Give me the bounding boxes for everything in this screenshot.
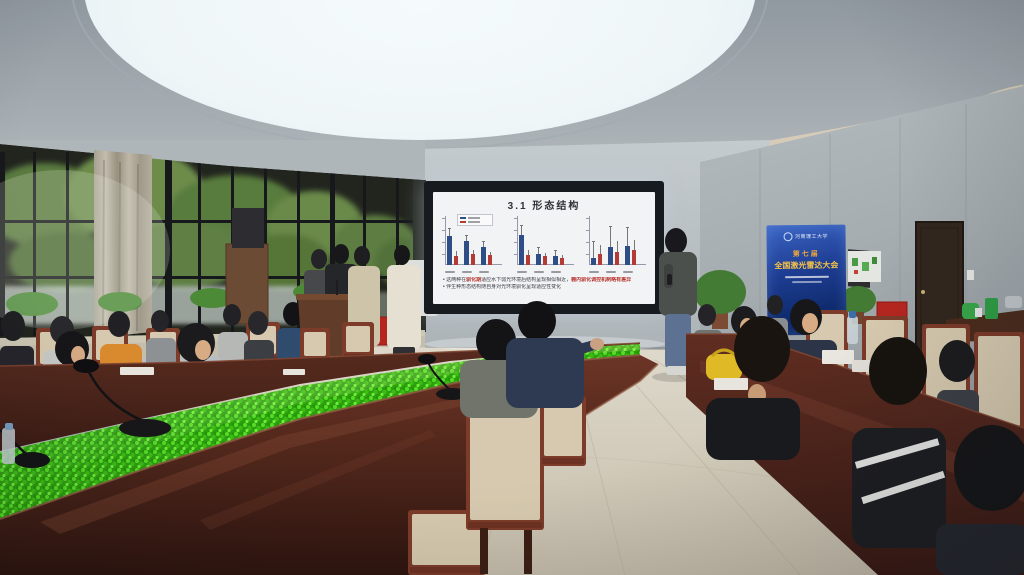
- attendee-head: [177, 323, 215, 363]
- foreground-attendee-head: [869, 337, 927, 405]
- paper: [120, 367, 154, 375]
- attendee-head: [698, 304, 716, 326]
- wooden-chair: [974, 332, 1024, 436]
- scene-shape: [40, 396, 478, 534]
- scene-shape: [802, 313, 818, 333]
- attendee-head: [939, 340, 975, 382]
- scene-shape: [336, 280, 338, 295]
- scene-shape: [706, 398, 800, 460]
- wall-speaker: [232, 208, 264, 248]
- jacket-stripe: [854, 438, 940, 469]
- green-box: [985, 298, 998, 319]
- mini-bar-chart: [581, 214, 649, 274]
- standing-person-head: [354, 246, 370, 266]
- conference-table-far-side: [0, 343, 640, 451]
- scene-shape: [710, 348, 738, 358]
- door-handle: [921, 290, 925, 294]
- slide-title: 3.1 形态结构: [507, 201, 581, 212]
- water-bottle: [847, 316, 858, 344]
- scene-shape: [296, 294, 352, 300]
- gooseneck-microphone: [418, 354, 436, 364]
- scene-shape: [146, 338, 176, 368]
- scene-shape: [936, 524, 1024, 575]
- light-switch: [967, 270, 974, 280]
- scene-shape: [666, 366, 692, 375]
- attendee-head: [518, 301, 556, 341]
- foreground-attendee-head: [734, 316, 790, 382]
- presentation-slide: 3.1 形态结构 • 这两种在驯化期适应水下弱光环境后结构呈现相似相近，棚内驯化…: [433, 192, 655, 304]
- paper: [822, 350, 854, 364]
- scene-shape: [195, 340, 211, 360]
- electric-kettle: [1005, 296, 1022, 308]
- plant-stand: [712, 309, 728, 329]
- slide-bullet: • 这两种在驯化期适应水下弱光环境后结构呈现相似相近，棚内驯化调控机制略有差异: [443, 277, 632, 283]
- gooseneck-microphone: [73, 359, 99, 373]
- yellow-bag: [706, 354, 742, 380]
- scene-shape: [387, 265, 421, 349]
- wooden-chair: [466, 400, 544, 530]
- slide-bullet: • 伴生种形态结构随自身对光环境驯化呈现适应性变化: [443, 284, 562, 290]
- standing-person-head: [394, 245, 410, 265]
- scene-shape: [665, 314, 691, 368]
- foreground-attendee-head: [954, 425, 1024, 511]
- scene-shape: [5, 423, 13, 430]
- wooden-chair: [540, 396, 586, 466]
- attendee-head: [767, 295, 783, 315]
- standing-person-head: [311, 249, 327, 269]
- attendee-head: [248, 311, 268, 335]
- scene-shape: [480, 528, 488, 574]
- slide-bullets: • 这两种在驯化期适应水下弱光环境后结构呈现相似相近，棚内驯化调控机制略有差异 •…: [443, 277, 649, 291]
- presenter-head: [665, 228, 687, 254]
- pointing-arm: [556, 340, 597, 362]
- scene-shape: [200, 430, 436, 530]
- scene-shape: [119, 419, 171, 437]
- standing-person-head: [333, 244, 349, 264]
- attendee-head: [108, 311, 130, 337]
- scene-shape: [590, 338, 604, 350]
- ceiling-oval-light: [85, 0, 755, 140]
- potted-plant: [694, 270, 746, 314]
- potted-plant: [840, 286, 876, 314]
- scene-shape: [849, 311, 856, 318]
- scene-shape: [524, 530, 532, 574]
- attendee-head: [223, 304, 241, 326]
- handheld-microphone: [667, 274, 672, 285]
- slide-charts-row: [437, 214, 651, 274]
- water-bottle: [2, 428, 15, 464]
- mini-bar-chart: [509, 214, 577, 274]
- paper: [714, 378, 748, 390]
- gooseneck-microphone: [14, 452, 50, 468]
- attendee-head: [1, 311, 25, 341]
- attendee-head: [283, 302, 303, 326]
- mini-bar-chart: [437, 214, 505, 274]
- scene-shape: [218, 332, 248, 360]
- attendee-head: [151, 310, 169, 332]
- green-kettle: [962, 303, 979, 319]
- paper: [283, 369, 305, 375]
- jacket-stripe: [861, 470, 946, 505]
- cup: [975, 308, 982, 317]
- chart-legend: [457, 214, 493, 226]
